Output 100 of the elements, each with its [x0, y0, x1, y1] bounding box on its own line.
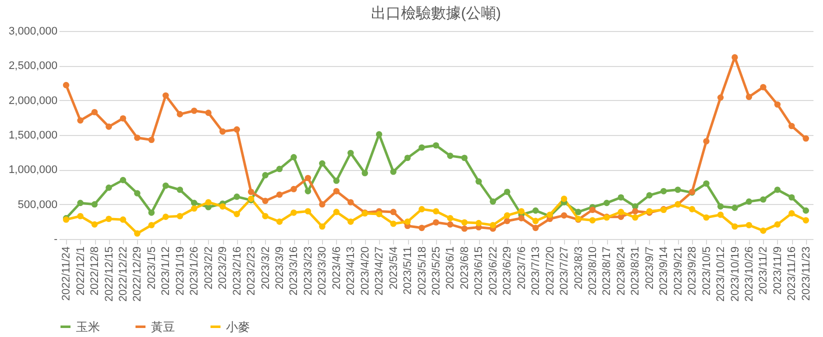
legend-label: 玉米	[76, 320, 100, 334]
point	[248, 188, 254, 196]
x-tick-label: 2023/6/29	[502, 246, 514, 296]
point	[688, 206, 696, 212]
point	[518, 215, 525, 222]
point	[732, 204, 738, 211]
x-tick-label: 2023/3/23	[302, 246, 314, 296]
point	[774, 101, 781, 108]
point	[646, 192, 653, 198]
point	[120, 176, 126, 184]
x-tick-label: 2023/2/16	[231, 246, 244, 296]
point	[290, 210, 297, 216]
point	[732, 54, 738, 60]
point	[774, 186, 781, 193]
x-tick-label: 2023/3/30	[316, 246, 329, 296]
x-tick-label: 2023/5/18	[416, 246, 428, 296]
point	[504, 212, 510, 219]
point	[432, 208, 440, 214]
point	[77, 212, 84, 220]
point	[418, 206, 425, 212]
point	[632, 214, 638, 221]
point	[205, 110, 212, 116]
x-tick-label: 2023/11/16	[786, 246, 798, 301]
point	[560, 212, 568, 219]
point	[760, 196, 766, 203]
point	[490, 222, 496, 228]
x-tick-label: 2023/8/24	[615, 246, 628, 296]
point	[319, 223, 326, 230]
x-tick-label: 2022/12/15	[103, 246, 116, 302]
point	[476, 178, 482, 185]
x-tick-label: 2023/7/27	[558, 246, 571, 296]
point	[390, 220, 396, 227]
point	[234, 194, 240, 200]
point	[106, 184, 112, 191]
point	[532, 207, 539, 214]
point	[106, 124, 112, 130]
point	[432, 219, 440, 226]
x-tick-label: 2023/9/14	[658, 246, 670, 296]
x-tick-label: 2023/6/22	[487, 246, 500, 296]
point	[660, 188, 667, 194]
point	[290, 154, 297, 160]
point	[418, 224, 425, 232]
x-tick-label: 2023/7/13	[530, 246, 542, 296]
chart-title: 出口檢驗數據(公噸)	[371, 5, 501, 22]
point	[190, 200, 198, 206]
x-tick-label: 2023/3/2	[260, 246, 272, 290]
point	[760, 228, 766, 234]
point	[290, 186, 297, 192]
point	[234, 126, 240, 133]
point	[91, 201, 98, 208]
point	[333, 178, 340, 184]
point	[319, 160, 326, 167]
x-tick-label: 2023/4/6	[330, 246, 343, 290]
point	[134, 190, 140, 196]
point	[262, 172, 268, 178]
y-tick-label: 3,000,000	[8, 26, 58, 38]
x-tick-label: 2023/2/2	[202, 246, 215, 290]
x-tick-label: 2023/2/23	[246, 246, 258, 296]
point	[162, 182, 169, 189]
x-tick-label: 2023/3/16	[288, 246, 300, 296]
point	[190, 205, 198, 212]
point	[62, 82, 70, 88]
point	[276, 191, 283, 198]
y-tick-label: 2,000,000	[8, 94, 58, 107]
point	[91, 108, 98, 116]
point	[347, 150, 354, 156]
point	[717, 203, 724, 210]
x-tick-label: 2022/11/24	[60, 246, 73, 301]
x-tick-label: 2023/6/8	[458, 246, 471, 290]
legend-label: 小麥	[226, 320, 250, 334]
point	[190, 108, 198, 114]
point	[504, 188, 510, 196]
point	[802, 217, 810, 224]
point	[91, 221, 98, 228]
point	[120, 115, 126, 122]
point	[447, 152, 454, 159]
point	[589, 217, 596, 224]
point	[276, 166, 283, 172]
point	[618, 208, 624, 216]
point	[77, 200, 84, 206]
point	[304, 188, 312, 194]
point	[148, 136, 155, 144]
x-tick-label: 2023/5/25	[430, 246, 442, 296]
legend-label: 黃豆	[151, 320, 175, 334]
point	[304, 208, 312, 214]
point	[390, 168, 396, 175]
x-tick-label: 2023/7/6	[516, 246, 528, 290]
point	[262, 212, 268, 220]
point	[575, 208, 582, 216]
point	[674, 186, 682, 193]
point	[774, 221, 781, 228]
x-tick-label: 2023/1/19	[174, 246, 186, 296]
point	[760, 84, 766, 90]
point	[532, 218, 539, 224]
point	[176, 111, 184, 118]
point	[703, 180, 710, 187]
x-tick-label: 2023/6/1	[444, 246, 457, 290]
x-tick-label: 2023/9/7	[644, 246, 656, 290]
point	[418, 144, 425, 151]
x-tick-label: 2023/9/21	[672, 246, 684, 296]
